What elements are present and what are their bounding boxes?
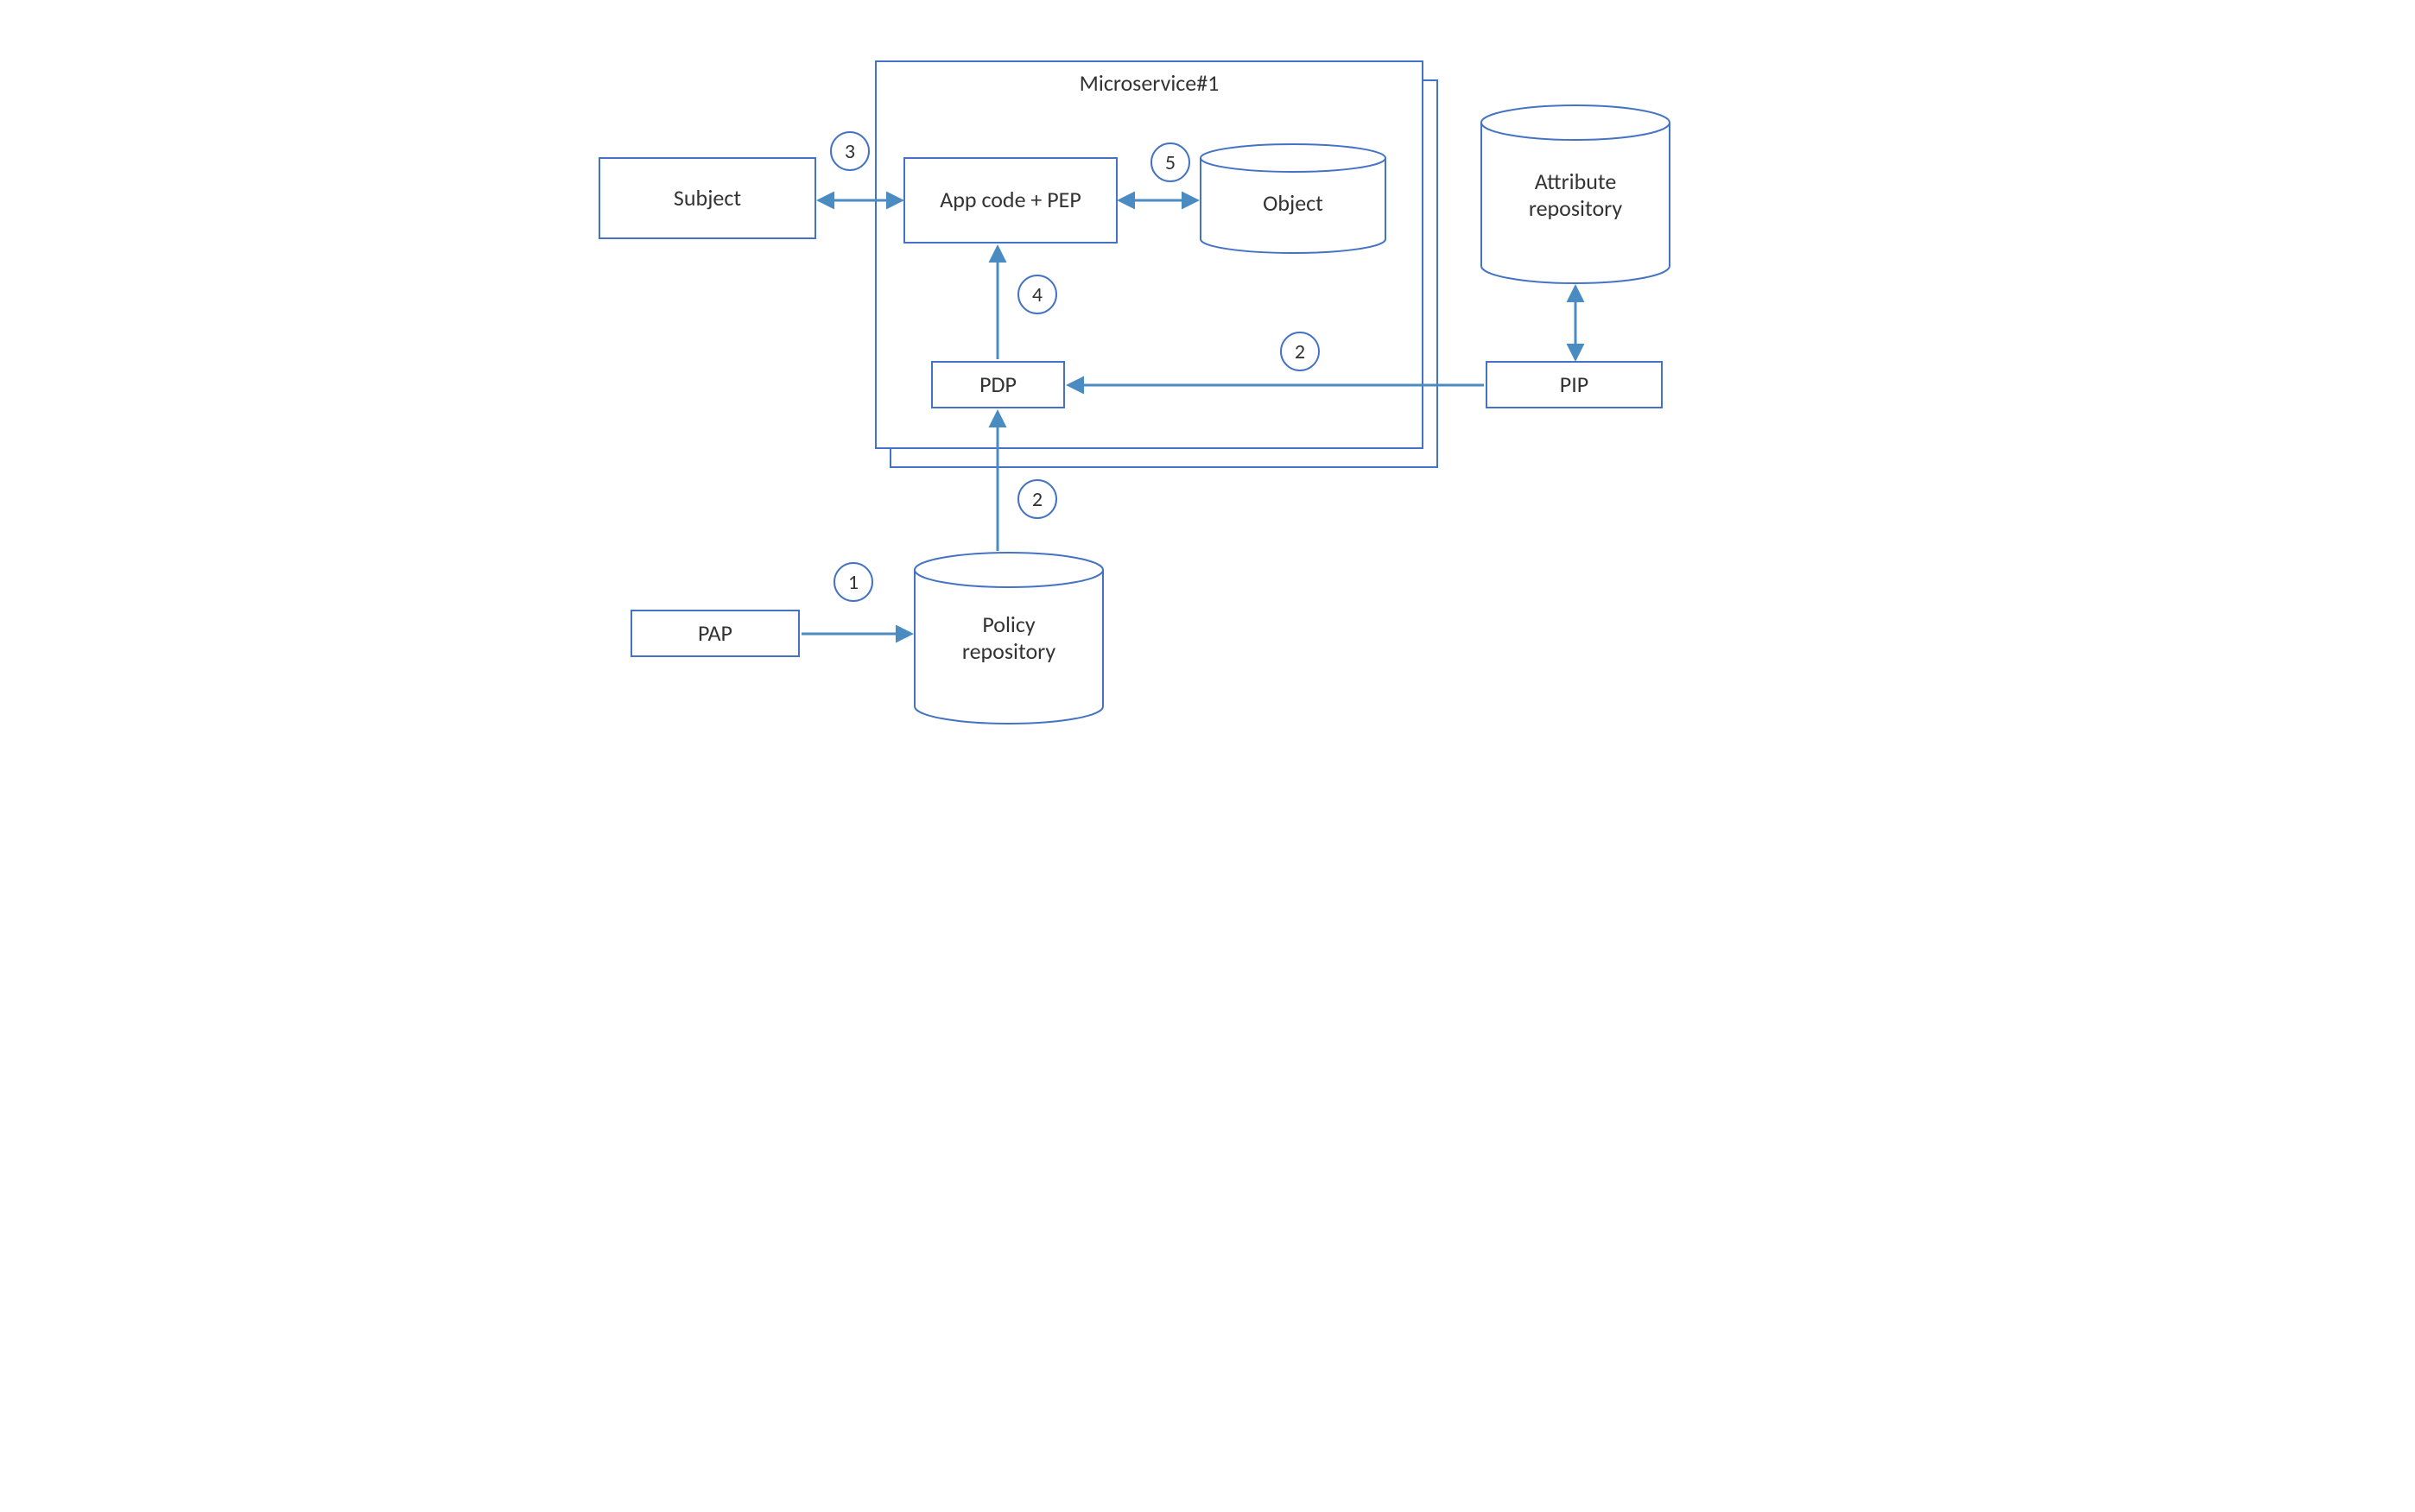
step-4-badge: 4 [1017,275,1057,314]
pip-label: PIP [1560,371,1588,398]
step-1-label: 1 [848,570,859,595]
diagram-canvas: Microservice#1 Object Attribute reposito… [568,0,1847,800]
pip-box: PIP [1486,361,1663,408]
step-2a-badge: 2 [1017,479,1057,519]
step-5-badge: 5 [1150,142,1190,182]
app-pep-box: App code + PEP [903,157,1118,244]
step-4-label: 4 [1032,282,1043,307]
step-3-label: 3 [845,139,855,164]
object-label: Object [1263,189,1323,217]
step-2a-label: 2 [1032,487,1043,512]
step-5-label: 5 [1165,150,1176,175]
policy-repo-label-1: Policy [982,610,1035,638]
pap-label: PAP [698,620,732,647]
attribute-repo-label-2: repository [1529,194,1622,222]
subject-box: Subject [599,157,816,239]
step-2b-badge: 2 [1280,332,1320,371]
subject-label: Subject [674,185,741,212]
pdp-box: PDP [931,361,1065,408]
attribute-repo-label-1: Attribute [1535,168,1617,195]
step-3-badge: 3 [830,131,870,171]
policy-repo-label-2: repository [962,637,1055,665]
step-1-badge: 1 [834,562,873,602]
object-cylinder: Object [1199,142,1387,255]
step-2b-label: 2 [1295,339,1305,364]
policy-repo-cylinder: Policy repository [913,551,1105,725]
pap-box: PAP [631,610,800,657]
attribute-repo-cylinder: Attribute repository [1480,104,1671,285]
microservice-title: Microservice#1 [1080,69,1220,97]
app-pep-label: App code + PEP [940,187,1081,213]
pdp-label: PDP [979,371,1017,398]
